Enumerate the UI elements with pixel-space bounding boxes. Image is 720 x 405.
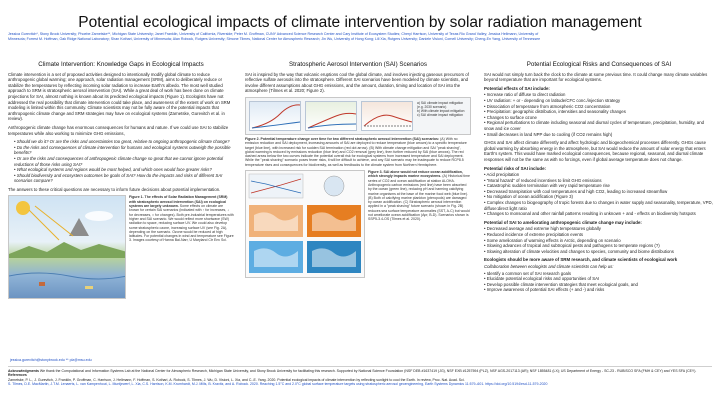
figure-2-caption: Figure 2. Potential temperature change o…	[245, 137, 471, 167]
author-line-2[interactable]: Minnesota; Forrest M. Hoffman, Oak Ridge…	[8, 36, 541, 41]
paragraph: Anthropogenic climate change has enormou…	[8, 124, 229, 136]
ack-text: We thank the Computational and Informati…	[39, 369, 697, 373]
caption-body: (A) With no emission reduction and SAI d…	[245, 136, 467, 167]
paragraph: Climate intervention is a set of propose…	[8, 71, 231, 122]
subheading: Potential effects of SAI include:	[484, 85, 550, 91]
list-item: Dissociation of temperature from atmosph…	[484, 104, 714, 110]
paragraph: Collaboration between ecologists and cli…	[484, 264, 614, 269]
figure-2-panel-labels: a) SAI climate impact mitigation (e.g. 2…	[417, 101, 469, 117]
list-item: Should biodiversity and ecosystem outcom…	[8, 173, 234, 184]
list-item: Identify a common set of SAI research go…	[484, 271, 714, 277]
panel-label: a) SAI climate impact mitigation (e.g. 2…	[417, 100, 464, 109]
todo-list: Identify a common set of SAI research go…	[484, 271, 714, 293]
section-heading: Potential Ecological Risks and Consequen…	[526, 61, 672, 68]
reference-item: Zarnetske, P. L., J. Gurevitch, J. Frank…	[8, 377, 465, 382]
references: References	[8, 373, 712, 377]
caption-title: Figure 1. The effects of Solar Radiation…	[129, 195, 228, 209]
figure-1: Figure 1. The effects of Solar Radiation…	[8, 195, 234, 300]
list-item: Elucidate potential ecological risks and…	[484, 276, 714, 282]
subheading: Potential risks of SAI include:	[484, 165, 546, 171]
list-item: No mitigation of ocean acidification (Fi…	[484, 194, 714, 200]
panel-label: b) With climate impact mitigation	[417, 108, 465, 113]
figure-1-caption: Figure 1. The effects of Solar Radiation…	[129, 195, 234, 299]
caption-title: Figure 2. Potential temperature change o…	[245, 136, 440, 141]
subheading: Potential of SAI to ameliorating anthrop…	[484, 219, 642, 225]
ack-label: Acknowledgments	[8, 369, 39, 373]
list-item: Precipitation: geographic distribution, …	[484, 109, 714, 115]
list-item: Some amelioration of warming effects in …	[484, 238, 714, 244]
figure-2-panel-a	[249, 100, 301, 131]
poster-footer: Acknowledgments We thank the Computation…	[8, 366, 712, 387]
list-item: Changes to surface ozone	[484, 115, 714, 121]
list-item: Should we do it? Or are the risks and un…	[8, 139, 234, 145]
question-list: Should we do it? Or are the risks and un…	[8, 139, 234, 184]
paragraph: SAI is inspired by the way that volcanic…	[245, 71, 469, 94]
temperature-curve-icon	[363, 114, 413, 127]
list-item: Acid precipitation	[484, 172, 714, 178]
list-item: Changes to monsoonal and other rainfall …	[484, 211, 714, 217]
list-item: Decreased average and extreme high tempe…	[484, 226, 714, 232]
poster-title: Potential ecological impacts of climate …	[78, 14, 642, 31]
section-heading: Stratospheric Aerosol Intervention (SAI)…	[289, 61, 427, 68]
paragraph: SAI would not simply turn back the clock…	[484, 71, 708, 83]
section-heading: Climate Intervention: Knowledge Gaps in …	[38, 61, 204, 68]
column-knowledge-gaps: Climate Intervention: Knowledge Gaps in …	[8, 62, 234, 302]
list-item: Slowing alteration of climate velocities…	[484, 249, 714, 255]
figure-2-panel-c	[361, 100, 413, 131]
list-item: Increase ratio of diffuse to direct radi…	[484, 92, 714, 98]
author-line-1[interactable]: Jessica Gurevitch*, Stony Brook Universi…	[8, 32, 539, 36]
list-item: Regional perturbations to climate includ…	[484, 120, 714, 131]
reference-link[interactable]: S. Tilmes, D.E. MacMartin, J.T.M. Lenaer…	[8, 382, 548, 387]
subheading: Ecologists should be more aware of SRM r…	[484, 257, 678, 263]
figure-3-maps	[245, 170, 365, 279]
figure-1-illustration	[8, 195, 126, 300]
list-item: UV radiation: + or - depending on latitu…	[484, 98, 714, 104]
temperature-curve-icon	[251, 104, 301, 129]
panel-label: c) SAI climate impact mitigation	[417, 112, 463, 117]
caption-title: Figure 3. SAI alone would not reduce oce…	[368, 170, 463, 179]
climate-schematic-icon	[9, 201, 125, 290]
caption-body: (A) Historical time series of CO2 and oc…	[368, 174, 470, 222]
column-sai-scenarios: Stratospheric Aerosol Intervention (SAI)…	[245, 62, 471, 281]
list-item: Do the risks and consequences of climate…	[8, 145, 234, 156]
list-item: Decreased transpiration with cool temper…	[484, 189, 714, 195]
effects-list: Increase ratio of diffuse to direct radi…	[484, 92, 714, 137]
acknowledgments: Acknowledgments We thank the Computation…	[8, 369, 712, 373]
list-item: Small decreases in land NPP due to cooli…	[484, 132, 714, 138]
list-item: Or are the risks and consequences of ant…	[8, 156, 234, 167]
list-item: Complex changes to biogeography of tropi…	[484, 200, 714, 211]
ref-label: References	[8, 373, 27, 378]
list-item: Reduced incidence of extreme precipitati…	[484, 232, 714, 238]
contact-email-link[interactable]: jessica.gurevitch@stonybrook.edu ** plz@…	[10, 358, 92, 362]
list-item: Develop possible climate intervention st…	[484, 282, 714, 288]
list-item: What ecological systems and regions woul…	[8, 167, 234, 173]
figure-3-caption: Figure 3. SAI alone would not reduce oce…	[368, 170, 471, 278]
caption-body: Some effects on climate are known for ce…	[129, 204, 234, 243]
column-risks: Potential Ecological Risks and Consequen…	[484, 62, 714, 296]
temperature-curve-icon	[307, 112, 357, 129]
risks-list: Acid precipitation "Moral hazard" of red…	[484, 172, 714, 217]
benefits-list: Decreased average and extreme high tempe…	[484, 226, 714, 254]
list-item: Catastrophic sudden termination with ver…	[484, 183, 714, 189]
paragraph: GHGs and SAI affect climate differently …	[484, 140, 706, 162]
list-item: Slowing advances of tropical and subtrop…	[484, 243, 714, 249]
list-item: Improve awareness of potential SAI effec…	[484, 287, 714, 293]
paragraph: The answers to these critical questions …	[8, 186, 221, 192]
figure-3: Figure 3. SAI alone would not reduce oce…	[245, 170, 471, 279]
author-list: Jessica Gurevitch*, Stony Brook Universi…	[8, 32, 712, 41]
ocean-acidification-map-icon	[248, 173, 361, 274]
figure-2-panel-b	[305, 100, 357, 131]
list-item: "Moral hazard" of reduced incentives to …	[484, 178, 714, 184]
figure-2: a) SAI climate impact mitigation (e.g. 2…	[245, 96, 471, 135]
